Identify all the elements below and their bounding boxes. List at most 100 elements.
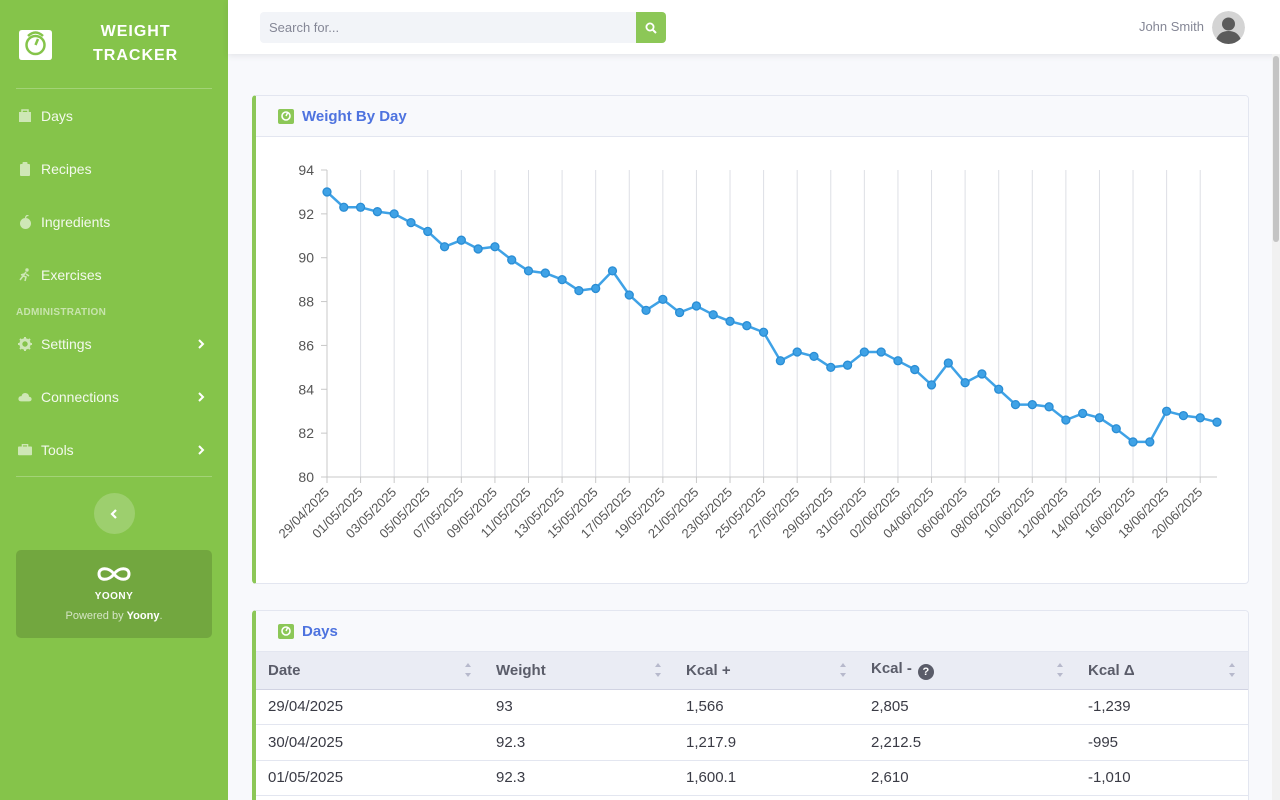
data-point [758, 327, 769, 337]
data-point [557, 274, 567, 285]
data-point [456, 235, 466, 245]
table-header-row: Date Weight Kcal + Kcal -? Kcal Δ [256, 652, 1248, 690]
column-header-kcal-minus[interactable]: Kcal -? [859, 652, 1076, 690]
scale-icon [19, 29, 52, 60]
data-point [742, 321, 752, 331]
data-point [574, 285, 584, 296]
sidebar-item-tools[interactable]: Tools [0, 423, 228, 476]
data-point [910, 364, 920, 375]
data-point [977, 369, 987, 379]
data-point [674, 307, 685, 318]
cell-kcal-delta: -1,239 [1076, 689, 1248, 725]
cell-kcal-delta: -1,010 [1076, 760, 1248, 796]
y-tick-label: 88 [298, 294, 314, 310]
data-point [994, 384, 1004, 394]
user-name[interactable]: John Smith [1138, 19, 1204, 34]
data-point [591, 283, 601, 294]
toolbox-icon [18, 443, 32, 457]
cell-kcal-minus: 2,212.5 [859, 724, 1076, 761]
cell-weight: 92.3 [484, 760, 674, 796]
scale-icon [278, 109, 294, 124]
sidebar-item-label: Recipes [41, 160, 92, 177]
data-point [1078, 408, 1088, 419]
data-point [406, 217, 416, 228]
powered-prefix: Powered by [65, 610, 127, 622]
search-input[interactable] [260, 12, 636, 43]
sidebar: WEIGHT TRACKER Days Recipes Ingredients … [0, 0, 228, 800]
scrollbar-thumb[interactable] [1273, 56, 1279, 242]
data-point [842, 360, 853, 370]
chevron-right-icon [198, 392, 205, 402]
table-row[interactable]: 01/05/2025 92.3 1,600.1 2,610 -1,010 [256, 760, 1248, 796]
search-icon [645, 22, 657, 34]
powered-name[interactable]: Yoony [126, 610, 160, 622]
sidebar-item-label: Exercises [41, 266, 102, 283]
topbar: John Smith [228, 0, 1280, 54]
data-point [1061, 415, 1071, 425]
sidebar-item-exercises[interactable]: Exercises [0, 248, 228, 301]
column-label: Kcal + [686, 661, 731, 679]
data-point [1094, 413, 1105, 423]
column-label: Kcal Δ [1088, 661, 1135, 679]
table-row[interactable]: 30/04/2025 92.3 1,217.9 2,212.5 -995 [256, 724, 1248, 761]
cell-kcal-plus: 1,566 [674, 689, 859, 725]
sidebar-item-ingredients[interactable]: Ingredients [0, 195, 228, 248]
y-tick-label: 94 [298, 162, 314, 178]
sidebar-item-connections[interactable]: Connections [0, 370, 228, 423]
column-header-weight[interactable]: Weight [484, 652, 674, 690]
data-point [1010, 399, 1021, 410]
promo-logo-text: YOONY [94, 591, 134, 602]
sort-icon [840, 663, 846, 677]
series-line [326, 190, 1218, 444]
column-header-date[interactable]: Date [256, 652, 484, 690]
y-tick-label: 92 [298, 206, 314, 222]
data-point [523, 266, 534, 276]
cell-kcal-plus: 1,217.9 [674, 724, 859, 761]
page-scrollbar[interactable] [1272, 54, 1280, 800]
card-header: Weight By Day [256, 96, 1248, 137]
weight-chart-card: Weight By Day 29/04/2025 01/05/2025 03/05/… [252, 95, 1249, 584]
data-point [372, 207, 383, 217]
weight-line-chart: 29/04/202501/05/202503/05/202505/05/2025… [275, 162, 1222, 541]
cell-kcal-minus: 2,610 [859, 760, 1076, 796]
avatar[interactable] [1212, 11, 1245, 44]
sidebar-item-label: Settings [41, 335, 92, 352]
search-button[interactable] [636, 12, 666, 43]
cell-date: 30/04/2025 [256, 724, 484, 761]
column-label: Weight [496, 661, 546, 679]
brand-line2: TRACKER [93, 47, 179, 64]
y-tick-label: 84 [298, 381, 314, 397]
bag-icon [18, 108, 32, 123]
sidebar-brand[interactable]: WEIGHT TRACKER [0, 0, 228, 88]
sidebar-item-settings[interactable]: Settings [0, 317, 228, 370]
y-tick-label: 82 [298, 425, 314, 441]
data-point [943, 358, 953, 368]
sidebar-toggle-button[interactable] [93, 493, 135, 534]
column-label: Kcal - [871, 660, 912, 678]
data-point [1044, 402, 1054, 412]
sidebar-item-recipes[interactable]: Recipes [0, 142, 228, 195]
data-point [708, 310, 718, 320]
data-point [339, 202, 349, 212]
help-icon[interactable]: ? [917, 664, 934, 681]
data-point [775, 356, 786, 366]
cell-kcal-delta: -995 [1076, 724, 1248, 761]
card-title: Weight By Day [302, 107, 407, 125]
data-point [859, 347, 870, 357]
data-point [960, 378, 970, 388]
data-point [355, 202, 366, 212]
data-point [1145, 437, 1155, 447]
table-row[interactable]: 29/04/2025 93 1,566 2,805 -1,239 [256, 689, 1248, 725]
data-point [1128, 437, 1138, 447]
cell-kcal-minus: 2,805 [859, 689, 1076, 725]
column-header-kcal-delta[interactable]: Kcal Δ [1076, 652, 1248, 690]
gear-icon [18, 336, 32, 351]
sidebar-divider [16, 88, 212, 89]
powered-by-text: Powered by Yoony. [16, 610, 212, 622]
sidebar-item-days[interactable]: Days [0, 89, 228, 142]
data-point [507, 255, 517, 265]
column-header-kcal-plus[interactable]: Kcal + [674, 652, 859, 690]
data-point [1212, 417, 1222, 427]
powered-suffix: . [159, 610, 163, 622]
data-point [658, 294, 668, 305]
